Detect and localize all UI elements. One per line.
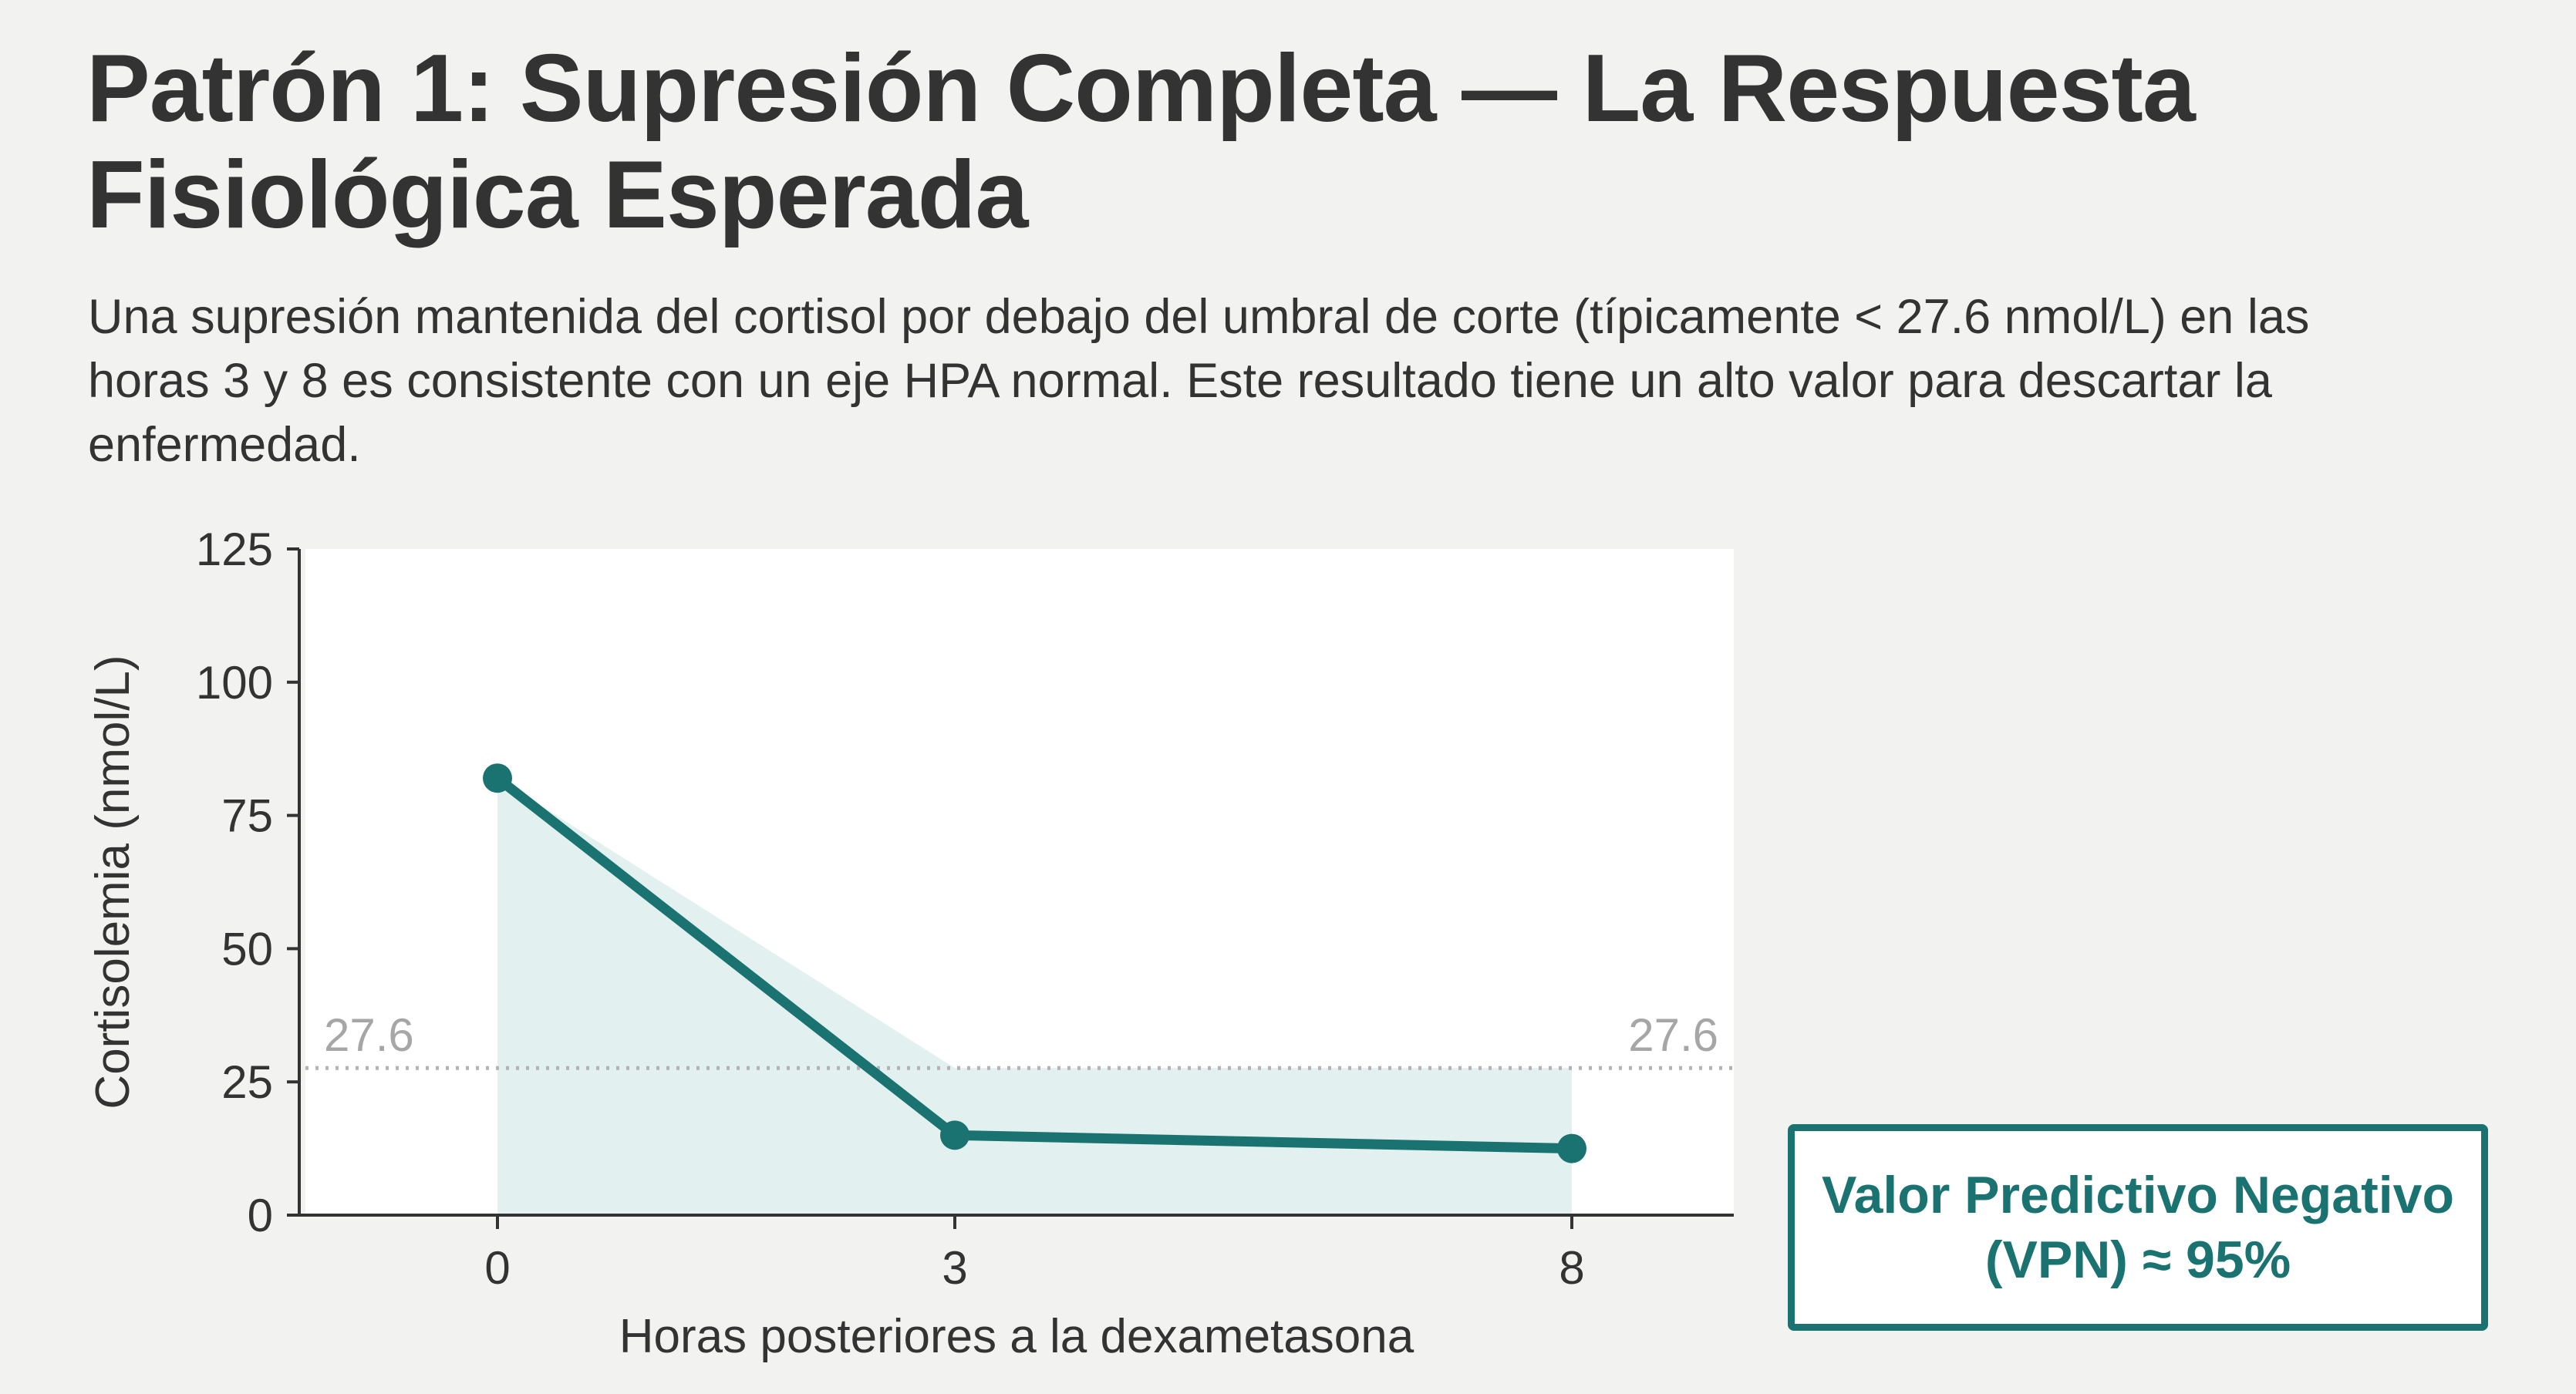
x-tick-label: 0: [484, 1242, 510, 1294]
x-tick-label: 8: [1559, 1242, 1584, 1294]
threshold-label-right: 27.6: [1628, 1009, 1718, 1061]
x-axis-label: Horas posteriores a la dexametasona: [619, 1310, 1414, 1363]
data-points: [483, 763, 1586, 1163]
y-axis: 0 25 50 75 100 125: [196, 524, 301, 1241]
y-tick-label: 25: [221, 1056, 273, 1108]
y-axis-label: Cortisolemia (nmol/L): [86, 655, 140, 1109]
npv-callout: Valor Predictivo Negativo (VPN) ≈ 95%: [1788, 1124, 2488, 1331]
data-point: [483, 763, 512, 793]
data-point: [1557, 1133, 1586, 1163]
y-tick-label: 50: [221, 923, 273, 975]
y-tick-label: 75: [221, 790, 273, 842]
threshold-label-left: 27.6: [324, 1009, 414, 1061]
data-point: [940, 1120, 969, 1150]
npv-callout-text: Valor Predictivo Negativo (VPN) ≈ 95%: [1821, 1166, 2455, 1289]
y-tick-label: 125: [196, 524, 273, 575]
page-title: Patrón 1: Supresión Completa — La Respue…: [86, 35, 2196, 248]
page-description: Una supresión mantenida del cortisol por…: [88, 290, 2310, 472]
y-tick-label: 0: [248, 1190, 273, 1241]
area-fill: [497, 778, 1572, 1215]
y-tick-label: 100: [196, 657, 273, 709]
x-axis: 0 3 8: [299, 1214, 1734, 1294]
x-tick-label: 3: [942, 1242, 967, 1294]
